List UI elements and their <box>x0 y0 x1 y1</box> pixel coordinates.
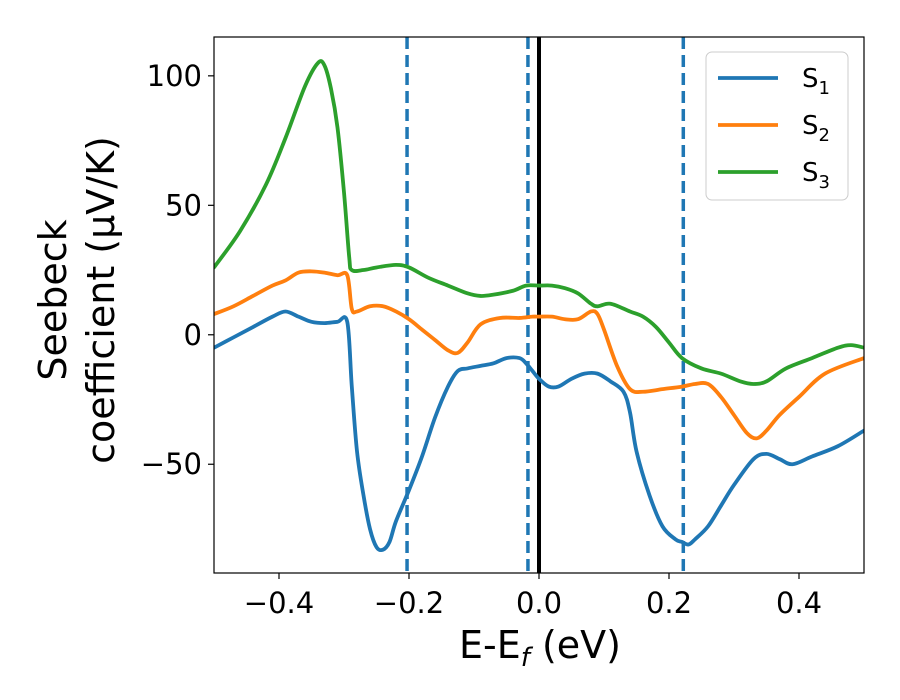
vertical-marker-lines <box>405 37 686 573</box>
y-axis-label-line1: Seebeck <box>31 219 75 380</box>
x-tick-label: 0.4 <box>776 586 822 620</box>
x-axis-label-unit: (eV) <box>530 623 621 667</box>
y-axis-label-line2: coefficient (μV/K) <box>79 136 123 464</box>
x-tick-label: 0.2 <box>646 586 692 620</box>
series-line-s2 <box>214 269 864 441</box>
y-tick-label: 0 <box>184 318 202 352</box>
data-series <box>214 59 864 553</box>
legend-label-s3: S3 <box>802 158 830 193</box>
legend-label-s2: S2 <box>802 111 830 146</box>
x-axis-ticks: −0.4 −0.2 0.0 0.2 0.4 <box>244 573 822 620</box>
y-axis-ticks: −50 0 50 100 <box>141 59 214 481</box>
legend: S1 S2 S3 <box>705 51 849 201</box>
y-tick-label: 50 <box>165 188 202 222</box>
y-tick-label: 100 <box>147 59 202 93</box>
x-tick-label: −0.4 <box>244 586 314 620</box>
y-tick-label: −50 <box>141 447 202 481</box>
x-tick-label: −0.2 <box>374 586 444 620</box>
x-axis-label-main: E-E <box>459 623 521 667</box>
x-axis-label: E-Ef (eV) <box>459 623 621 673</box>
x-tick-label: 0.0 <box>516 586 562 620</box>
series-line-s3 <box>214 59 864 386</box>
series-line-s1 <box>214 309 864 553</box>
legend-label-s1: S1 <box>802 64 830 99</box>
